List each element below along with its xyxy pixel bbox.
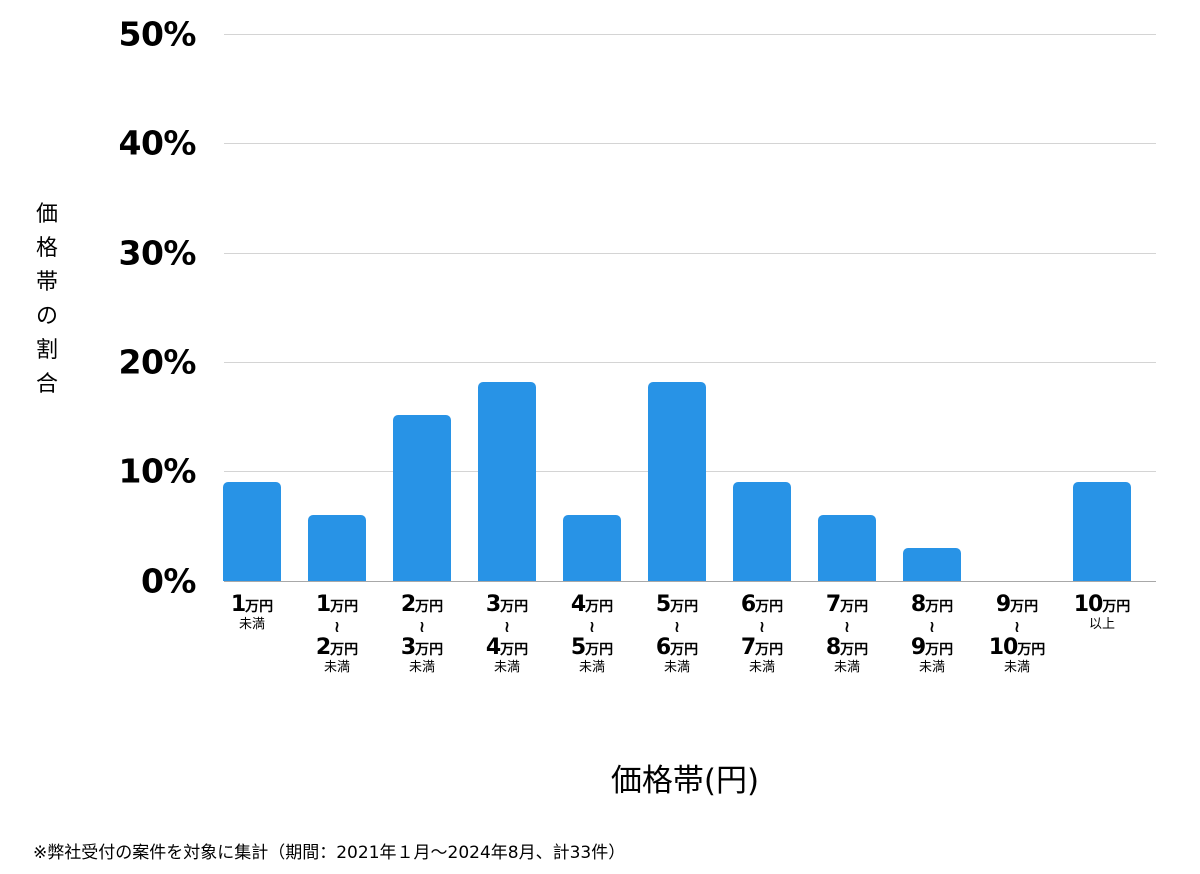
y-axis-label-char: の: [35, 304, 58, 329]
y-axis-label: 価 格 帯 の 割 合: [32, 198, 62, 402]
y-tick-30: 30%: [118, 233, 197, 273]
y-axis-label-char: 割: [35, 338, 58, 363]
y-axis-label-char: 格: [35, 236, 58, 261]
bar: [818, 514, 876, 581]
y-tick-0: 0%: [140, 561, 197, 601]
y-tick-50: 50%: [118, 14, 197, 54]
x-category-label: 2万円 ≀ 3万円 未満: [400, 592, 444, 675]
gridline: [224, 143, 1156, 144]
bar: [308, 514, 366, 581]
x-category-label: 8万円 ≀ 9万円 未満: [910, 592, 954, 675]
x-category-label: 9万円 ≀ 10万円 未満: [988, 592, 1046, 675]
bar: [1073, 481, 1131, 581]
footnote: ※弊社受付の案件を対象に集計（期間：2021年１月〜2024年8月、計33件）: [33, 843, 626, 863]
bar: [903, 547, 961, 581]
bar: [478, 382, 536, 581]
bar: [648, 382, 706, 581]
x-category-label: 10万円 以上: [1073, 592, 1131, 632]
y-axis-label-char: 合: [35, 372, 58, 397]
x-axis-label: 価格帯(円): [610, 763, 760, 799]
gridline: [224, 362, 1156, 363]
y-tick-20: 20%: [118, 342, 197, 382]
y-axis-label-char: 価: [35, 202, 58, 227]
x-category-label: 3万円 ≀ 4万円 未満: [485, 592, 529, 675]
gridline: [224, 34, 1156, 35]
y-axis-label-char: 帯: [35, 270, 58, 295]
y-tick-40: 40%: [118, 123, 197, 163]
bar: [223, 481, 281, 581]
bar: [563, 514, 621, 581]
x-category-label: 4万円 ≀ 5万円 未満: [570, 592, 614, 675]
bar: [733, 481, 791, 581]
bar: [393, 415, 451, 581]
x-axis-baseline: [224, 581, 1156, 582]
gridline: [224, 253, 1156, 254]
x-category-label: 1万円 未満: [230, 592, 274, 632]
x-category-label: 5万円 ≀ 6万円 未満: [655, 592, 699, 675]
y-tick-10: 10%: [118, 451, 197, 491]
x-category-label: 1万円 ≀ 2万円 未満: [315, 592, 359, 675]
x-category-label: 7万円 ≀ 8万円 未満: [825, 592, 869, 675]
x-category-label: 6万円 ≀ 7万円 未満: [740, 592, 784, 675]
